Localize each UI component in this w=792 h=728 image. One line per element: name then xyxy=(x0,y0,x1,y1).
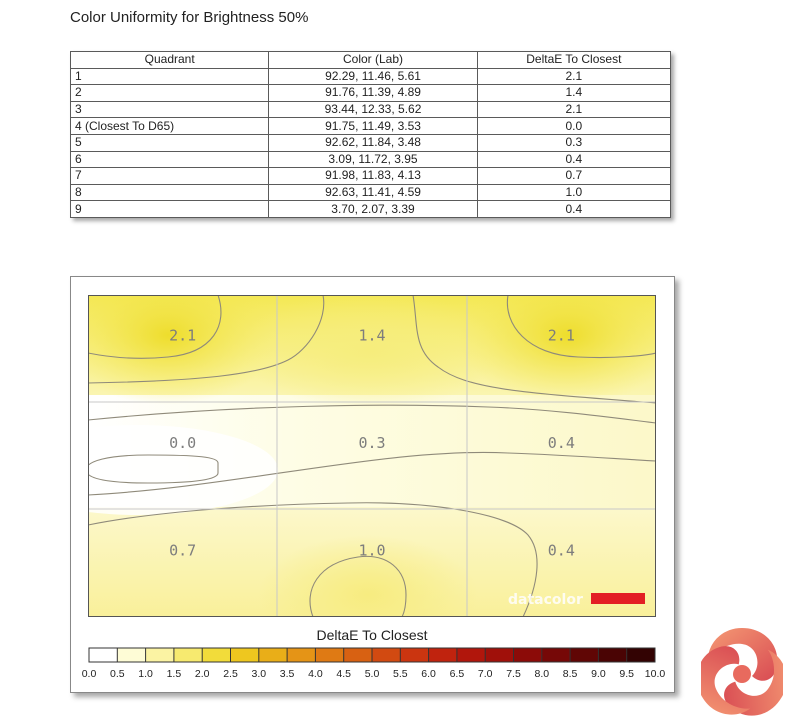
table-row: 9 3.70, 2.07, 3.39 0.4 xyxy=(69,200,672,218)
heatmap-cell-label: 0.4 xyxy=(548,434,575,452)
colorbar-label: DeltaE To Closest xyxy=(316,627,428,643)
colorbar-tick-label: 10.0 xyxy=(645,668,666,680)
header-delta: DeltaE To Closest xyxy=(476,51,672,69)
colorbar-segment xyxy=(598,648,628,662)
watermark: datacolor xyxy=(508,592,645,608)
cell-delta: 0.3 xyxy=(476,133,672,152)
colorbar-tick-label: 4.5 xyxy=(336,668,351,680)
colorbar-tick-label: 6.5 xyxy=(450,668,465,680)
cell-quadrant: 8 xyxy=(69,183,270,202)
cell-delta: 2.1 xyxy=(476,100,672,119)
cell-lab: 91.75, 11.49, 3.53 xyxy=(268,117,478,135)
colorbar-tick-label: 4.0 xyxy=(308,668,323,680)
watermark-bar xyxy=(591,593,645,604)
colorbar-segment xyxy=(315,648,345,662)
cell-quadrant: 5 xyxy=(69,133,270,152)
cell-lab: 93.44, 12.33, 5.62 xyxy=(268,100,478,119)
site-logo xyxy=(701,628,783,716)
colorbar-tick-label: 1.5 xyxy=(167,668,182,680)
header-color-lab: Color (Lab) xyxy=(268,51,478,69)
lab-table: Quadrant Color (Lab) DeltaE To Closest 1… xyxy=(69,51,672,218)
colorbar-tick-label: 0.5 xyxy=(110,668,125,680)
colorbar-tick-label: 3.0 xyxy=(251,668,266,680)
cell-lab: 3.70, 2.07, 3.39 xyxy=(268,200,478,218)
colorbar-segment xyxy=(513,648,543,662)
table-row: 5 92.62, 11.84, 3.48 0.3 xyxy=(69,133,672,152)
cell-lab: 91.98, 11.83, 4.13 xyxy=(268,167,478,185)
table-row: 6 3.09, 11.72, 3.95 0.4 xyxy=(69,150,672,169)
cell-lab: 92.29, 11.46, 5.61 xyxy=(268,67,478,86)
colorbar-segment xyxy=(626,648,656,662)
colorbar-segment xyxy=(117,648,147,662)
table-row: 8 92.63, 11.41, 4.59 1.0 xyxy=(69,183,672,202)
colorbar-segment xyxy=(456,648,486,662)
colorbar-tick-label: 5.5 xyxy=(393,668,408,680)
colorbar-segment xyxy=(202,648,231,662)
colorbar-segment xyxy=(400,648,430,662)
colorbar-segment xyxy=(343,648,373,662)
uniformity-heatmap: 2.1 1.4 2.1 0.0 0.3 0.4 0.7 1.0 0.4 datacolor xyxy=(88,295,656,617)
cell-quadrant: 2 xyxy=(69,84,270,102)
chart-title: Color Uniformity for Brightness 50% xyxy=(70,9,309,26)
cell-lab: 3.09, 11.72, 3.95 xyxy=(268,150,478,169)
cell-quadrant: 9 xyxy=(69,200,270,218)
cell-delta: 1.0 xyxy=(476,183,672,202)
cell-delta: 0.4 xyxy=(476,150,672,169)
cell-lab: 92.62, 11.84, 3.48 xyxy=(268,133,478,152)
table-row: 1 92.29, 11.46, 5.61 2.1 xyxy=(69,67,672,86)
heatmap-cell-label: 0.0 xyxy=(169,434,196,452)
colorbar-segment xyxy=(428,648,458,662)
colorbar-segment xyxy=(570,648,599,662)
colorbar-tick-label: 6.0 xyxy=(421,668,436,680)
cell-quadrant: 4 (Closest To D65) xyxy=(69,117,270,135)
colorbar-segment xyxy=(145,648,175,662)
table-header-row: Quadrant Color (Lab) DeltaE To Closest xyxy=(69,51,672,69)
colorbar-tick-label: 7.0 xyxy=(478,668,493,680)
heatmap-cell-label: 0.7 xyxy=(169,541,196,559)
cell-delta: 0.7 xyxy=(476,167,672,185)
cell-delta: 0.0 xyxy=(476,117,672,135)
colorbar-tick-label: 2.0 xyxy=(195,668,210,680)
colorbar-tick-label: 5.0 xyxy=(365,668,380,680)
table-row: 7 91.98, 11.83, 4.13 0.7 xyxy=(69,167,672,185)
cell-lab: 91.76, 11.39, 4.89 xyxy=(268,84,478,102)
cell-delta: 0.4 xyxy=(476,200,672,218)
colorbar-tick-label: 8.5 xyxy=(563,668,578,680)
cell-quadrant: 6 xyxy=(69,150,270,169)
table-row: 4 (Closest To D65) 91.75, 11.49, 3.53 0.0 xyxy=(69,117,672,135)
colorbar-tick-label: 2.5 xyxy=(223,668,238,680)
table-row: 3 93.44, 12.33, 5.62 2.1 xyxy=(69,100,672,119)
heatmap-cell-label: 1.0 xyxy=(358,541,385,559)
cell-delta: 1.4 xyxy=(476,84,672,102)
header-quadrant: Quadrant xyxy=(69,51,270,69)
heatmap-cell-label: 2.1 xyxy=(548,327,575,345)
colorbar-tick-label: 9.5 xyxy=(619,668,634,680)
colorbar-segment xyxy=(541,648,571,662)
table-row: 2 91.76, 11.39, 4.89 1.4 xyxy=(69,84,672,102)
colorbar-segment xyxy=(372,648,401,662)
colorbar: 0.0 0.5 1.0 1.5 2.0 2.5 3.0 3.5 4.0 4.5 5.0 5.5 6.0 6… xyxy=(82,647,666,680)
colorbar-segment xyxy=(230,648,260,662)
cell-quadrant: 1 xyxy=(69,67,270,86)
colorbar-tick-label: 0.0 xyxy=(82,668,97,680)
colorbar-tick-label: 7.5 xyxy=(506,668,521,680)
heatmap-cell-label: 0.3 xyxy=(358,434,385,452)
colorbar-tick-label: 3.5 xyxy=(280,668,295,680)
cell-quadrant: 3 xyxy=(69,100,270,119)
cell-quadrant: 7 xyxy=(69,167,270,185)
colorbar-tick-label: 9.0 xyxy=(591,668,606,680)
heatmap-cell-label: 2.1 xyxy=(169,327,196,345)
colorbar-segment xyxy=(173,648,203,662)
colorbar-tick-label: 8.0 xyxy=(534,668,549,680)
watermark-text: datacolor xyxy=(508,592,583,608)
colorbar-segment xyxy=(258,648,288,662)
heatmap-cell-label: 0.4 xyxy=(548,541,575,559)
cell-delta: 2.1 xyxy=(476,67,672,86)
colorbar-segment xyxy=(287,648,316,662)
colorbar-segment xyxy=(485,648,514,662)
heatmap-cell-label: 1.4 xyxy=(358,327,385,345)
colorbar-tick-label: 1.0 xyxy=(138,668,153,680)
cell-lab: 92.63, 11.41, 4.59 xyxy=(268,183,478,202)
colorbar-segment xyxy=(89,648,118,662)
